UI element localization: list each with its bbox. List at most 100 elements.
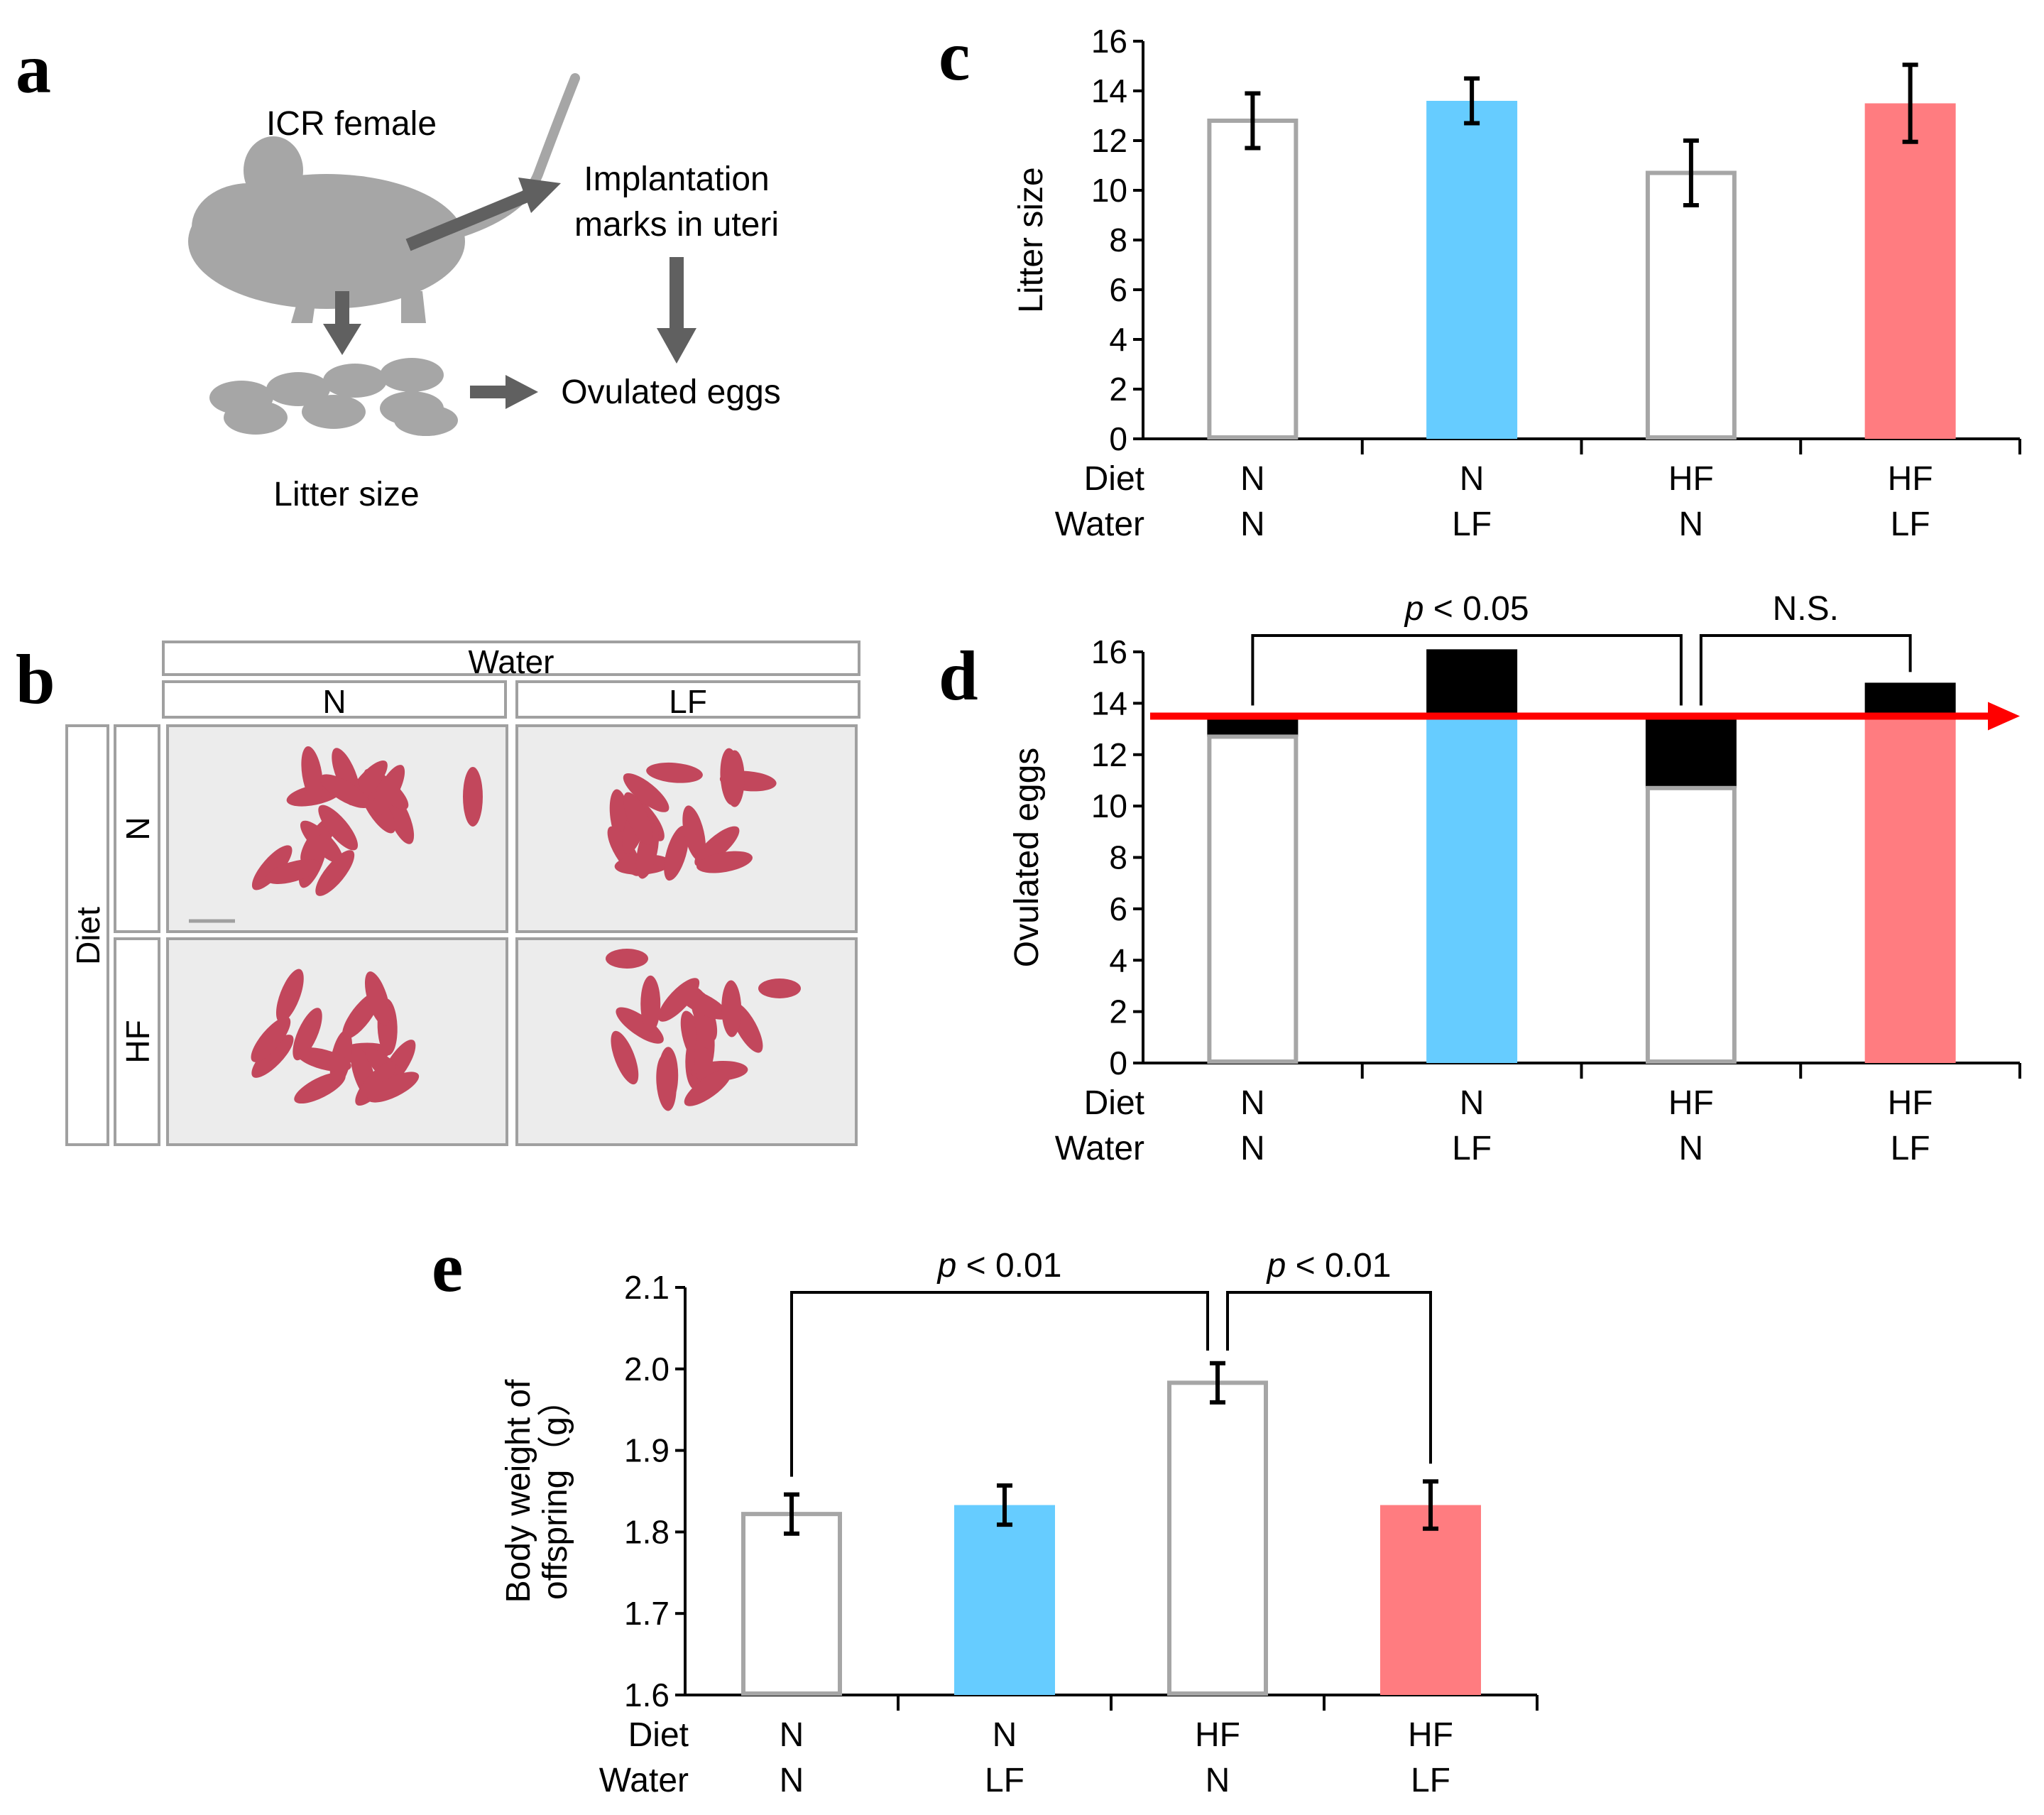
arrow-pups-to-eggs: [470, 375, 538, 409]
diet-hf-label: HF: [119, 1020, 156, 1063]
pup: [301, 746, 323, 803]
x-label-water: LF: [1452, 506, 1492, 543]
water-lf-box: [515, 680, 860, 719]
pup: [684, 1069, 732, 1106]
row-label-diet: Diet: [1084, 460, 1144, 498]
pup-litter-photo-4: [515, 937, 858, 1146]
pup: [640, 975, 661, 1032]
pup: [275, 969, 304, 1023]
y-tick-label: 10: [1091, 172, 1127, 209]
x-label-diet: HF: [1668, 460, 1714, 498]
mouse-icon: [188, 73, 580, 323]
reference-arrow-head: [1988, 702, 2020, 731]
y-tick-label: 1.9: [624, 1432, 670, 1469]
arrow-to-ovulated-eggs: [657, 257, 696, 364]
panel-b: b Water N LF Diet N HF: [16, 640, 860, 1146]
x-label-water: N: [1240, 1130, 1265, 1167]
significance-bracket: [790, 1291, 1209, 1477]
y-tick-label: 6: [1109, 271, 1127, 308]
x-label-water: N: [1240, 506, 1265, 543]
significance-text: < 0.05: [1423, 590, 1529, 628]
pup: [266, 859, 321, 884]
arrow-to-pups: [323, 291, 361, 355]
panel-label-e: e: [432, 1228, 463, 1307]
bar: [1426, 713, 1518, 1063]
y-tick-label: 10: [1091, 787, 1127, 824]
pup: [251, 1016, 291, 1062]
ovulated-excess-bar: [1645, 716, 1737, 788]
pup-photo-grid: [166, 724, 858, 1146]
pup: [463, 767, 483, 827]
bar: [1645, 785, 1737, 1064]
x-label-water: N: [1679, 1130, 1704, 1167]
pup: [646, 762, 703, 783]
y-tick-label: 16: [1091, 633, 1127, 670]
x-label-water: N: [780, 1762, 804, 1799]
x-label-diet: N: [1240, 1084, 1265, 1122]
pup: [315, 850, 355, 896]
x-label-water: N: [1679, 506, 1704, 543]
y-axis-label-line1: Body weight of: [500, 1379, 537, 1603]
ovulated-excess-bar: [1426, 649, 1518, 714]
significance-bracket: [1226, 1291, 1432, 1464]
water-lf-label: LF: [669, 683, 707, 720]
significance-label: p < 0.01: [1266, 1247, 1392, 1285]
y-tick-label: 2: [1109, 993, 1127, 1030]
pup: [664, 825, 689, 881]
x-label-water: LF: [1411, 1762, 1450, 1799]
y-axis-label-line2: offspring（g）: [537, 1383, 574, 1600]
p-symbol: p: [1404, 590, 1424, 628]
x-label-water: LF: [1891, 1130, 1930, 1167]
x-label-diet: N: [780, 1716, 804, 1754]
panel-label-b: b: [16, 640, 55, 719]
y-tick-label: 2.1: [624, 1269, 670, 1306]
bar: [1426, 101, 1518, 439]
bar: [1380, 1505, 1481, 1695]
pup: [656, 1054, 677, 1111]
significance-text: < 0.01: [1286, 1247, 1391, 1285]
ovulated-excess-bar: [1864, 682, 1956, 714]
row-label-diet: Diet: [1084, 1084, 1144, 1122]
pup: [696, 851, 753, 873]
x-label-diet: HF: [1888, 460, 1933, 498]
diet-header-box: [65, 724, 109, 1146]
significance-text: < 0.01: [956, 1247, 1061, 1285]
panel-label-c: c: [939, 16, 970, 95]
x-label-diet: HF: [1195, 1716, 1240, 1754]
pup: [364, 971, 390, 1026]
pup: [367, 1072, 420, 1103]
bar: [1864, 713, 1956, 1063]
panel-label-d: d: [939, 636, 978, 715]
y-tick-label: 0: [1109, 420, 1127, 457]
y-tick-label: 1.8: [624, 1513, 670, 1550]
implantation-label-line1: Implantation: [584, 160, 770, 198]
y-tick-label: 1.6: [624, 1677, 670, 1713]
significance-label: p < 0.01: [936, 1247, 1062, 1285]
row-label-diet: Diet: [628, 1716, 689, 1754]
diet-header-label: Diet: [70, 907, 106, 965]
pups-icon: [209, 358, 458, 436]
pup: [616, 1007, 664, 1044]
row-label-water: Water: [1055, 1130, 1144, 1167]
pup-litter-photo-3: [166, 937, 508, 1146]
bar: [1207, 734, 1299, 1064]
x-label-water: LF: [1891, 506, 1930, 543]
bar: [1167, 1380, 1268, 1696]
x-label-diet: N: [1240, 460, 1265, 498]
pup: [694, 826, 740, 867]
p-symbol: p: [936, 1247, 957, 1285]
significance-text: N.S.: [1773, 590, 1839, 628]
y-tick-label: 2: [1109, 371, 1127, 408]
litter-size-label: Litter size: [273, 476, 419, 513]
pup: [251, 1035, 294, 1078]
y-tick-label: 0: [1109, 1045, 1127, 1081]
y-tick-label: 1.7: [624, 1595, 670, 1632]
bar: [741, 1512, 842, 1696]
panel-e-body-weight-chart: e 1.6 1.7 1.8 1.9 2.0 2.1 Body weight of offspri…: [432, 1228, 1539, 1799]
pup: [318, 805, 359, 851]
pup: [721, 980, 742, 1037]
pup: [682, 805, 706, 861]
row-label-water: Water: [1055, 506, 1144, 543]
